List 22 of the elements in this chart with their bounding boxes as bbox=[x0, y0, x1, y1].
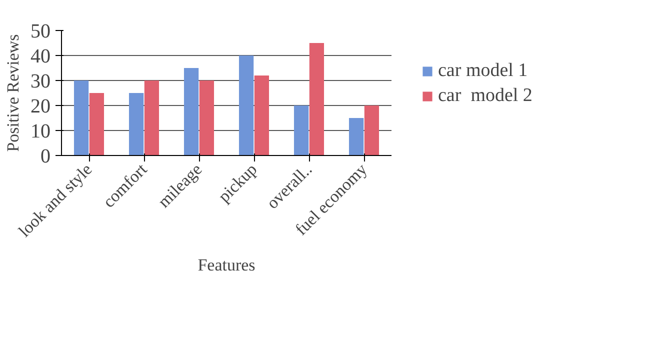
y-axis-title: Positive Reviews bbox=[4, 34, 22, 152]
legend-label: car model 1 bbox=[438, 60, 528, 82]
bar bbox=[309, 43, 324, 156]
bar bbox=[144, 80, 160, 156]
y-tick-label: 20 bbox=[30, 96, 50, 118]
y-tick-label: 30 bbox=[30, 70, 50, 92]
legend-label: car model 2 bbox=[438, 85, 532, 107]
y-tick-label: 40 bbox=[30, 46, 50, 68]
bar bbox=[348, 118, 364, 156]
y-tick-label: 0 bbox=[40, 146, 50, 168]
bar bbox=[89, 93, 104, 156]
bar bbox=[199, 80, 214, 156]
bar bbox=[74, 80, 89, 156]
x-axis-title: Features bbox=[198, 255, 256, 274]
bar bbox=[184, 68, 199, 156]
bar bbox=[364, 106, 380, 156]
bar bbox=[254, 76, 270, 156]
y-tick-label: 50 bbox=[30, 20, 50, 42]
bar bbox=[238, 56, 254, 156]
bar bbox=[294, 106, 309, 156]
y-tick-label: 10 bbox=[30, 120, 50, 142]
bar bbox=[128, 93, 144, 156]
